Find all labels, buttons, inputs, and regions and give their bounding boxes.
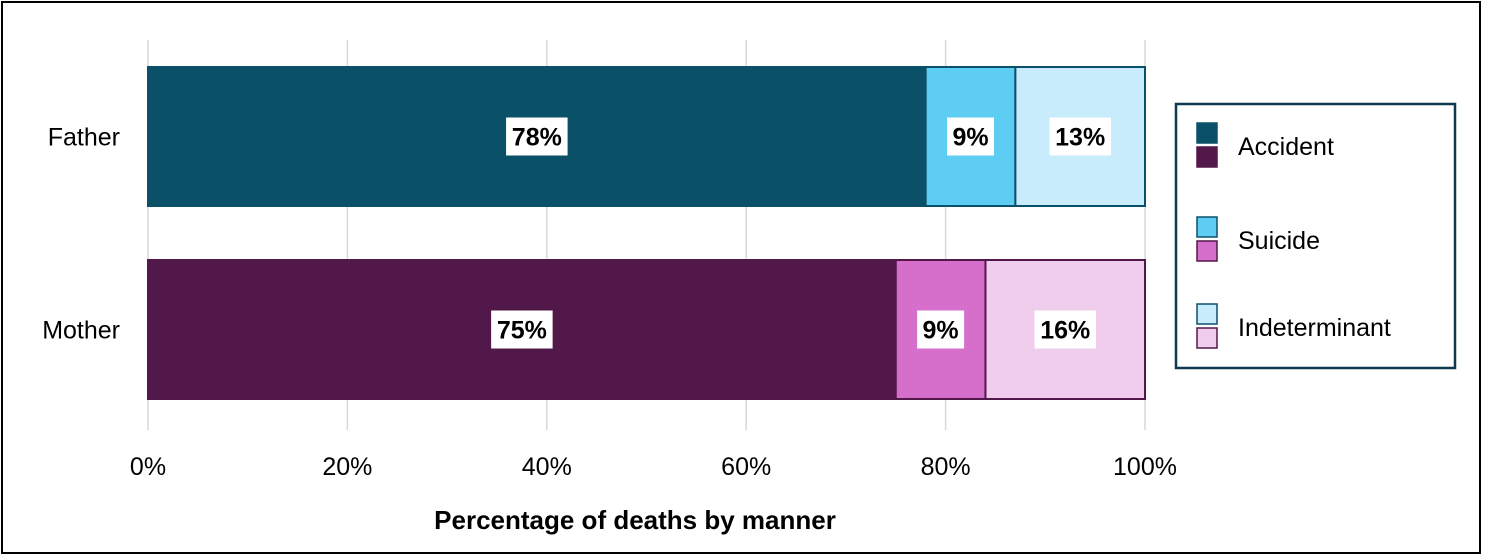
data-label-box (1049, 117, 1111, 156)
legend-swatch-father (1196, 216, 1218, 238)
data-label: 16% (1040, 317, 1090, 345)
legend-label: Indeterminant (1238, 314, 1391, 342)
legend-box (1174, 102, 1457, 370)
x-axis-title: Percentage of deaths by manner (434, 505, 836, 535)
category-label: Mother (42, 317, 120, 345)
legend-swatch-mother (1196, 146, 1218, 168)
legend-label: Suicide (1238, 227, 1320, 255)
legend-swatch-father (1196, 122, 1218, 144)
category-labels: Father Mother (42, 124, 120, 345)
data-label: 9% (952, 124, 988, 152)
data-label: 13% (1055, 124, 1105, 152)
x-tick-label: 0% (130, 453, 166, 481)
data-label-box (947, 117, 995, 156)
data-label-box (491, 310, 553, 349)
data-label: 75% (497, 317, 547, 345)
data-label: 78% (512, 124, 562, 152)
legend-swatch-mother (1196, 240, 1218, 262)
data-label: 9% (923, 317, 959, 345)
legend-label: Accident (1238, 133, 1334, 161)
data-label-box (917, 310, 965, 349)
bars (147, 66, 1147, 400)
data-label-box (506, 117, 568, 156)
x-tick-label: 80% (921, 453, 971, 481)
legend-swatch-mother (1196, 327, 1218, 349)
x-tick-label: 60% (721, 453, 771, 481)
category-label: Father (48, 124, 120, 152)
data-label-box (1034, 310, 1096, 349)
x-tick-label: 100% (1113, 453, 1177, 481)
x-tick-label: 40% (522, 453, 572, 481)
legend-swatch-father (1196, 303, 1218, 325)
data-labels: 78% 9% 13% 75% 9% 16% (491, 117, 1111, 349)
x-tick-labels: 0% 20% 40% 60% 80% 100% (130, 453, 1177, 481)
legend: Accident Suicide Indeterminant (1174, 102, 1457, 370)
x-tick-label: 20% (322, 453, 372, 481)
